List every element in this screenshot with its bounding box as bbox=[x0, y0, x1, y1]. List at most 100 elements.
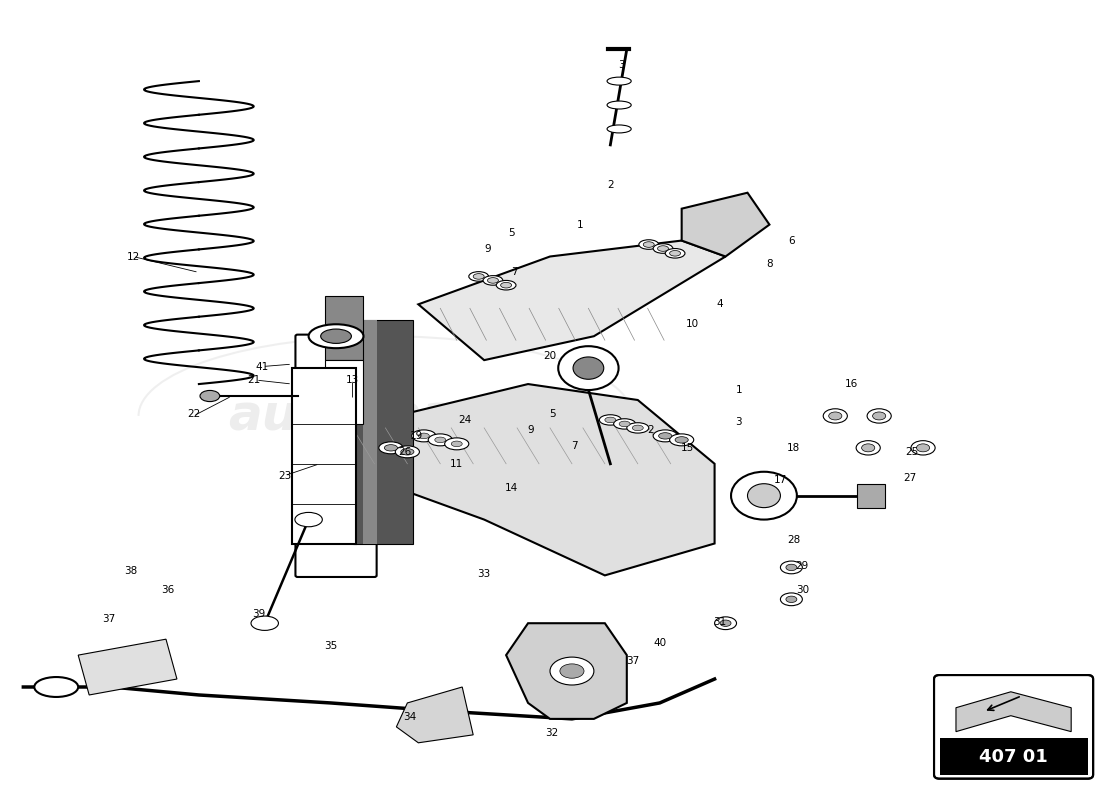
Text: 17: 17 bbox=[773, 474, 786, 485]
Text: 32: 32 bbox=[546, 728, 559, 738]
Bar bbox=[857, 484, 884, 508]
Text: 30: 30 bbox=[795, 585, 808, 594]
Ellipse shape bbox=[434, 437, 446, 442]
Ellipse shape bbox=[558, 346, 618, 390]
Text: 7: 7 bbox=[512, 267, 518, 278]
Text: 13: 13 bbox=[345, 375, 359, 385]
Ellipse shape bbox=[295, 513, 322, 526]
PathPatch shape bbox=[418, 241, 726, 360]
Ellipse shape bbox=[658, 246, 669, 251]
Ellipse shape bbox=[828, 412, 842, 420]
Ellipse shape bbox=[911, 441, 935, 455]
Text: 9: 9 bbox=[527, 426, 534, 435]
Bar bbox=[293, 368, 355, 543]
Text: 24: 24 bbox=[458, 415, 471, 425]
Ellipse shape bbox=[573, 357, 604, 379]
Ellipse shape bbox=[200, 390, 220, 402]
Text: 27: 27 bbox=[903, 473, 916, 483]
Text: 22: 22 bbox=[187, 410, 200, 419]
Ellipse shape bbox=[653, 244, 673, 254]
Ellipse shape bbox=[614, 418, 636, 429]
Ellipse shape bbox=[785, 564, 796, 570]
Ellipse shape bbox=[715, 617, 737, 630]
Ellipse shape bbox=[856, 441, 880, 455]
Ellipse shape bbox=[675, 437, 689, 443]
Ellipse shape bbox=[861, 444, 875, 452]
Ellipse shape bbox=[418, 433, 429, 438]
Ellipse shape bbox=[785, 596, 796, 602]
Text: 10: 10 bbox=[686, 319, 700, 330]
Ellipse shape bbox=[321, 329, 351, 343]
Ellipse shape bbox=[605, 417, 616, 422]
Text: 37: 37 bbox=[626, 657, 639, 666]
Text: 31: 31 bbox=[714, 617, 727, 626]
Ellipse shape bbox=[670, 434, 694, 446]
Text: 35: 35 bbox=[323, 641, 338, 650]
PathPatch shape bbox=[396, 687, 473, 743]
Ellipse shape bbox=[600, 414, 621, 425]
Text: 8: 8 bbox=[766, 259, 773, 270]
Ellipse shape bbox=[560, 664, 584, 678]
Text: 29: 29 bbox=[795, 561, 808, 571]
Ellipse shape bbox=[411, 430, 436, 442]
Ellipse shape bbox=[670, 250, 681, 256]
Text: 2: 2 bbox=[607, 180, 614, 190]
Ellipse shape bbox=[378, 442, 403, 454]
Ellipse shape bbox=[823, 409, 847, 423]
Ellipse shape bbox=[732, 472, 796, 519]
Text: 26: 26 bbox=[398, 447, 411, 457]
Ellipse shape bbox=[400, 449, 414, 455]
Ellipse shape bbox=[916, 444, 930, 452]
Text: 36: 36 bbox=[162, 585, 175, 594]
Ellipse shape bbox=[469, 272, 488, 282]
Text: 40: 40 bbox=[653, 638, 667, 648]
Ellipse shape bbox=[384, 445, 397, 451]
Ellipse shape bbox=[666, 249, 685, 258]
Bar bbox=[326, 296, 363, 360]
Text: 6: 6 bbox=[788, 235, 794, 246]
Text: 3: 3 bbox=[618, 60, 625, 70]
Ellipse shape bbox=[487, 278, 498, 283]
Text: 41: 41 bbox=[256, 362, 270, 371]
Text: 23: 23 bbox=[278, 470, 292, 481]
Ellipse shape bbox=[653, 430, 678, 442]
Text: 33: 33 bbox=[477, 569, 491, 578]
Text: 5: 5 bbox=[508, 227, 515, 238]
Ellipse shape bbox=[428, 434, 452, 446]
Text: 5: 5 bbox=[549, 410, 556, 419]
Ellipse shape bbox=[748, 484, 780, 508]
Text: 20: 20 bbox=[543, 351, 557, 361]
Ellipse shape bbox=[483, 276, 503, 285]
Ellipse shape bbox=[607, 77, 631, 85]
Text: 9: 9 bbox=[484, 243, 491, 254]
Text: 12: 12 bbox=[126, 251, 140, 262]
Text: 7: 7 bbox=[571, 442, 578, 451]
Bar bbox=[326, 360, 363, 424]
PathPatch shape bbox=[506, 623, 627, 719]
Ellipse shape bbox=[780, 561, 802, 574]
Text: 4: 4 bbox=[717, 299, 724, 310]
Ellipse shape bbox=[444, 438, 469, 450]
PathPatch shape bbox=[956, 692, 1071, 732]
Ellipse shape bbox=[627, 422, 649, 433]
Text: 19: 19 bbox=[409, 431, 422, 441]
Text: 38: 38 bbox=[124, 566, 138, 577]
Text: 37: 37 bbox=[102, 614, 116, 624]
Text: 18: 18 bbox=[786, 443, 800, 453]
PathPatch shape bbox=[78, 639, 177, 695]
Ellipse shape bbox=[607, 101, 631, 109]
Ellipse shape bbox=[619, 421, 630, 426]
Ellipse shape bbox=[309, 324, 363, 348]
Text: 14: 14 bbox=[505, 482, 518, 493]
Ellipse shape bbox=[639, 240, 659, 250]
Text: 11: 11 bbox=[450, 458, 463, 469]
Text: 1: 1 bbox=[576, 220, 583, 230]
Text: 16: 16 bbox=[845, 379, 858, 389]
Ellipse shape bbox=[720, 620, 732, 626]
Ellipse shape bbox=[780, 593, 802, 606]
PathPatch shape bbox=[682, 193, 769, 257]
Ellipse shape bbox=[867, 409, 891, 423]
Ellipse shape bbox=[496, 281, 516, 290]
Ellipse shape bbox=[451, 441, 462, 446]
Text: 28: 28 bbox=[786, 534, 800, 545]
